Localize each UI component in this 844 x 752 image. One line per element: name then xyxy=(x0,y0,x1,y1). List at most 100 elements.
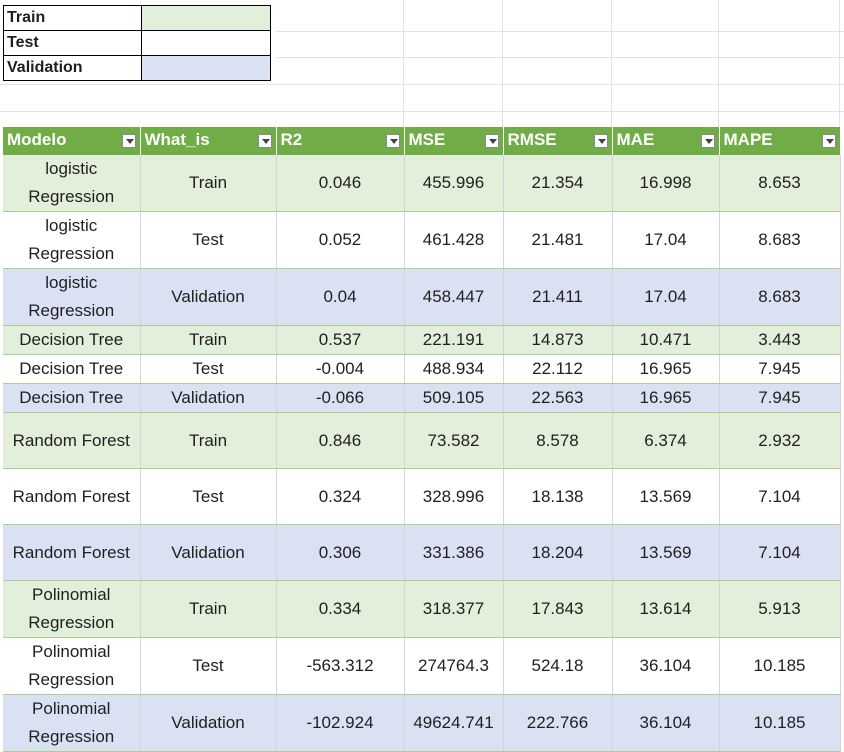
filter-dropdown-icon[interactable] xyxy=(484,134,499,148)
cell-r2[interactable]: 0.846 xyxy=(276,412,405,469)
cell-mae[interactable]: 16.998 xyxy=(612,155,720,212)
cell-mape[interactable]: 7.945 xyxy=(719,354,841,384)
cell-what-is[interactable]: Test xyxy=(140,468,277,525)
filter-dropdown-icon[interactable] xyxy=(385,134,400,148)
cell-mse[interactable]: 458.447 xyxy=(404,268,504,326)
cell-what-is[interactable]: Train xyxy=(140,580,277,638)
cell-mse[interactable]: 49624.741 xyxy=(404,694,504,752)
cell-rmse[interactable]: 21.354 xyxy=(503,155,613,212)
cell-mse[interactable]: 73.582 xyxy=(404,412,504,469)
cell-mape[interactable]: 2.932 xyxy=(719,412,841,469)
cell-what-is[interactable]: Test xyxy=(140,354,277,384)
cell-r2[interactable]: 0.334 xyxy=(276,580,405,638)
header-rmse[interactable]: RMSE xyxy=(503,127,613,155)
cell-mse[interactable]: 488.934 xyxy=(404,354,504,384)
cell-mape[interactable]: 10.185 xyxy=(719,694,841,752)
header-mse[interactable]: MSE xyxy=(404,127,504,155)
cell-mape[interactable]: 8.683 xyxy=(719,211,841,269)
cell-rmse[interactable]: 524.18 xyxy=(503,637,613,695)
cell-mae[interactable]: 16.965 xyxy=(612,383,720,413)
filter-dropdown-icon[interactable] xyxy=(257,134,272,148)
cell-modelo[interactable]: Random Forest xyxy=(3,412,141,469)
cell-r2[interactable]: -0.066 xyxy=(276,383,405,413)
cell-r2[interactable]: 0.04 xyxy=(276,268,405,326)
cell-modelo[interactable]: Random Forest xyxy=(3,524,141,581)
filter-dropdown-icon[interactable] xyxy=(121,134,136,148)
cell-rmse[interactable]: 21.411 xyxy=(503,268,613,326)
cell-mae[interactable]: 36.104 xyxy=(612,694,720,752)
header-r2[interactable]: R2 xyxy=(276,127,405,155)
header-what-is[interactable]: What_is xyxy=(140,127,277,155)
cell-mse[interactable]: 455.996 xyxy=(404,155,504,212)
cell-modelo[interactable]: Random Forest xyxy=(3,468,141,525)
cell-modelo[interactable]: Decision Tree xyxy=(3,383,141,413)
cell-modelo[interactable]: logistic Regression xyxy=(3,155,141,212)
cell-what-is[interactable]: Test xyxy=(140,637,277,695)
cell-what-is[interactable]: Test xyxy=(140,211,277,269)
cell-mse[interactable]: 318.377 xyxy=(404,580,504,638)
cell-mae[interactable]: 16.965 xyxy=(612,354,720,384)
cell-r2[interactable]: -102.924 xyxy=(276,694,405,752)
header-modelo[interactable]: Modelo xyxy=(3,127,141,155)
cell-mae[interactable]: 10.471 xyxy=(612,325,720,355)
cell-r2[interactable]: -0.004 xyxy=(276,354,405,384)
cell-mape[interactable]: 10.185 xyxy=(719,637,841,695)
cell-mae[interactable]: 13.614 xyxy=(612,580,720,638)
cell-mse[interactable]: 509.105 xyxy=(404,383,504,413)
cell-rmse[interactable]: 22.563 xyxy=(503,383,613,413)
cell-mae[interactable]: 36.104 xyxy=(612,637,720,695)
filter-dropdown-icon[interactable] xyxy=(700,134,715,148)
legend-swatch-test[interactable] xyxy=(141,30,271,56)
cell-mae[interactable]: 17.04 xyxy=(612,211,720,269)
cell-r2[interactable]: 0.306 xyxy=(276,524,405,581)
filter-dropdown-icon[interactable] xyxy=(593,134,608,148)
cell-modelo[interactable]: Decision Tree xyxy=(3,354,141,384)
cell-mae[interactable]: 13.569 xyxy=(612,524,720,581)
header-mae[interactable]: MAE xyxy=(612,127,720,155)
cell-modelo[interactable]: Decision Tree xyxy=(3,325,141,355)
cell-r2[interactable]: 0.537 xyxy=(276,325,405,355)
filter-dropdown-icon[interactable] xyxy=(821,134,836,148)
legend-label[interactable]: Test xyxy=(3,30,142,56)
cell-mae[interactable]: 13.569 xyxy=(612,468,720,525)
cell-modelo[interactable]: logistic Regression xyxy=(3,268,141,326)
cell-what-is[interactable]: Train xyxy=(140,155,277,212)
cell-mape[interactable]: 7.104 xyxy=(719,468,841,525)
cell-modelo[interactable]: Polinomial Regression xyxy=(3,694,141,752)
cell-mae[interactable]: 6.374 xyxy=(612,412,720,469)
legend-label[interactable]: Validation xyxy=(3,55,142,81)
cell-r2[interactable]: 0.324 xyxy=(276,468,405,525)
cell-rmse[interactable]: 14.873 xyxy=(503,325,613,355)
cell-rmse[interactable]: 222.766 xyxy=(503,694,613,752)
cell-modelo[interactable]: Polinomial Regression xyxy=(3,580,141,638)
cell-mape[interactable]: 7.945 xyxy=(719,383,841,413)
cell-what-is[interactable]: Validation xyxy=(140,694,277,752)
cell-modelo[interactable]: Polinomial Regression xyxy=(3,637,141,695)
legend-label[interactable]: Train xyxy=(3,5,142,31)
legend-swatch-validation[interactable] xyxy=(141,55,271,81)
cell-r2[interactable]: -563.312 xyxy=(276,637,405,695)
cell-mape[interactable]: 8.683 xyxy=(719,268,841,326)
cell-what-is[interactable]: Validation xyxy=(140,383,277,413)
cell-mae[interactable]: 17.04 xyxy=(612,268,720,326)
legend-swatch-train[interactable] xyxy=(141,5,271,31)
cell-mse[interactable]: 461.428 xyxy=(404,211,504,269)
cell-rmse[interactable]: 18.138 xyxy=(503,468,613,525)
header-mape[interactable]: MAPE xyxy=(719,127,841,155)
cell-r2[interactable]: 0.046 xyxy=(276,155,405,212)
cell-what-is[interactable]: Train xyxy=(140,412,277,469)
cell-mse[interactable]: 274764.3 xyxy=(404,637,504,695)
cell-rmse[interactable]: 21.481 xyxy=(503,211,613,269)
cell-rmse[interactable]: 8.578 xyxy=(503,412,613,469)
cell-mse[interactable]: 331.386 xyxy=(404,524,504,581)
cell-rmse[interactable]: 18.204 xyxy=(503,524,613,581)
cell-mape[interactable]: 8.653 xyxy=(719,155,841,212)
cell-mape[interactable]: 5.913 xyxy=(719,580,841,638)
cell-what-is[interactable]: Validation xyxy=(140,524,277,581)
cell-what-is[interactable]: Train xyxy=(140,325,277,355)
cell-mape[interactable]: 7.104 xyxy=(719,524,841,581)
cell-r2[interactable]: 0.052 xyxy=(276,211,405,269)
cell-mse[interactable]: 328.996 xyxy=(404,468,504,525)
cell-what-is[interactable]: Validation xyxy=(140,268,277,326)
cell-mape[interactable]: 3.443 xyxy=(719,325,841,355)
